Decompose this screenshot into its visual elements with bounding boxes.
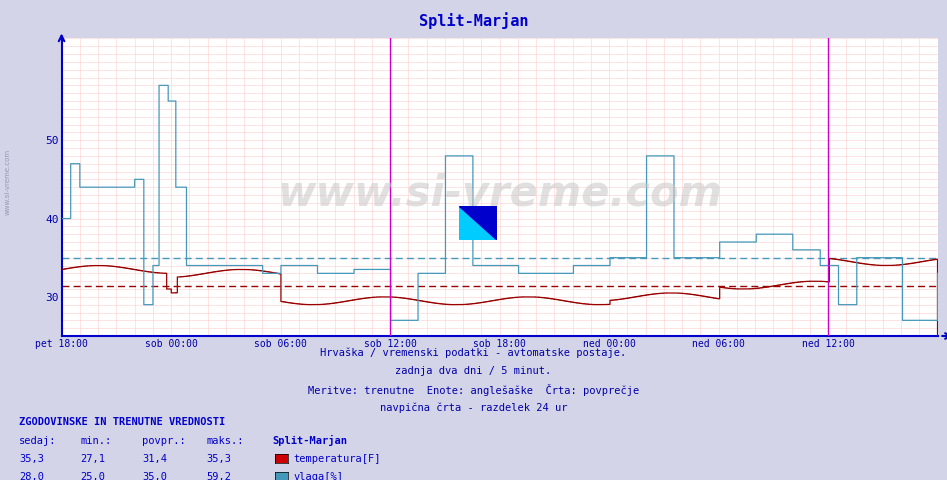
Text: min.:: min.: <box>80 436 112 446</box>
Text: 59,2: 59,2 <box>206 472 231 480</box>
Text: 35,3: 35,3 <box>206 454 231 464</box>
Text: navpična črta - razdelek 24 ur: navpična črta - razdelek 24 ur <box>380 403 567 413</box>
Text: maks.:: maks.: <box>206 436 244 446</box>
Text: 35,0: 35,0 <box>142 472 167 480</box>
Text: sedaj:: sedaj: <box>19 436 57 446</box>
Text: www.si-vreme.com: www.si-vreme.com <box>277 172 722 214</box>
Text: 27,1: 27,1 <box>80 454 105 464</box>
Text: 25,0: 25,0 <box>80 472 105 480</box>
Text: vlaga[%]: vlaga[%] <box>294 472 344 480</box>
Text: 31,4: 31,4 <box>142 454 167 464</box>
Text: Meritve: trenutne  Enote: anglešaške  Črta: povprečje: Meritve: trenutne Enote: anglešaške Črta… <box>308 384 639 396</box>
Text: www.si-vreme.com: www.si-vreme.com <box>5 149 10 216</box>
Text: Split-Marjan: Split-Marjan <box>273 435 348 446</box>
Polygon shape <box>459 206 497 240</box>
Polygon shape <box>459 206 497 240</box>
Text: Hrvaška / vremenski podatki - avtomatske postaje.: Hrvaška / vremenski podatki - avtomatske… <box>320 348 627 359</box>
Text: ZGODOVINSKE IN TRENUTNE VREDNOSTI: ZGODOVINSKE IN TRENUTNE VREDNOSTI <box>19 417 225 427</box>
Text: 35,3: 35,3 <box>19 454 44 464</box>
Text: Split-Marjan: Split-Marjan <box>419 12 528 29</box>
Text: povpr.:: povpr.: <box>142 436 186 446</box>
Text: 28,0: 28,0 <box>19 472 44 480</box>
Text: zadnja dva dni / 5 minut.: zadnja dva dni / 5 minut. <box>396 366 551 376</box>
Text: temperatura[F]: temperatura[F] <box>294 454 381 464</box>
